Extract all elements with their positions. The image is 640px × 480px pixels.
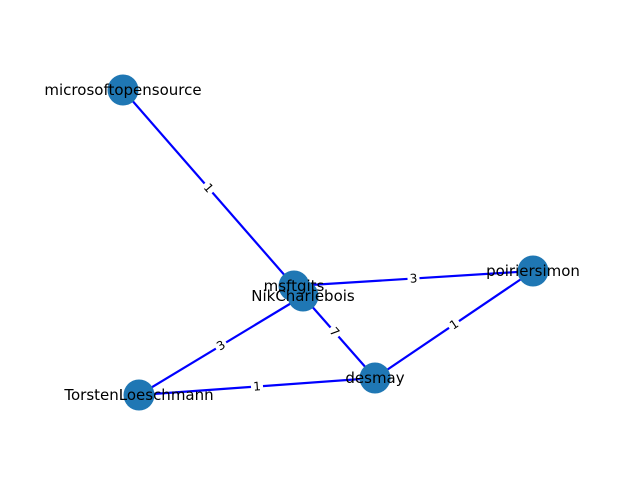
edge-weight-label: 1 [253, 379, 262, 394]
edge-label-5: 1 [444, 314, 464, 335]
node-poiriersimon [517, 255, 549, 287]
edges-layer [122, 89, 534, 397]
edge-label-3: 3 [211, 335, 231, 356]
node-label-desmay: desmay [345, 369, 404, 387]
edge-weight-label: 3 [409, 271, 418, 285]
node-labels-layer: microsoftopensource msftgitsNikCharlebois… [44, 81, 580, 404]
node-label-msftgits: msftgits [264, 277, 325, 295]
node-label-NikCharlebois: NikCharlebois [251, 287, 355, 305]
edge-labels-layer: 1 3 7 3 1 1 [198, 178, 464, 395]
edge-label-1: 3 [407, 270, 420, 287]
node-NikCharlebois [287, 280, 319, 312]
edge-label-4: 1 [250, 378, 264, 395]
node-desmay [359, 362, 391, 394]
node-label-TorstenLoeschmann: TorstenLoeschmann [63, 386, 213, 404]
node-microsoftopensource [107, 74, 139, 106]
nodes-layer [107, 74, 549, 411]
edge-label-2: 7 [324, 322, 345, 342]
node-label-poiriersimon: poiriersimon [486, 262, 580, 280]
node-label-microsoftopensource: microsoftopensource [44, 81, 201, 99]
edge-label-0: 1 [198, 178, 219, 198]
node-TorstenLoeschmann [123, 379, 155, 411]
